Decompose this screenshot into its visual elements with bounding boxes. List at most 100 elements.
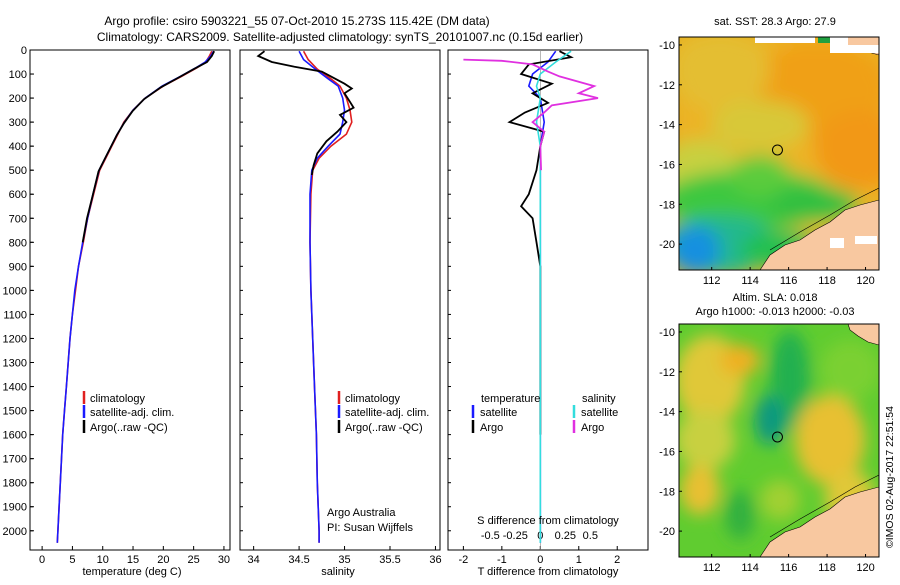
legend-label: satellite bbox=[480, 407, 517, 419]
x-tick-label: 1 bbox=[576, 554, 582, 566]
annotation-pi: PI: Susan Wijffels bbox=[327, 522, 413, 534]
x-tick-label: 30 bbox=[218, 554, 230, 566]
sla-map-title-line1: Altim. SLA: 0.018 bbox=[733, 292, 818, 304]
salinity-legend: climatology satellite-adj. clim. Argo(..… bbox=[327, 391, 429, 534]
depth-tick-label: 600 bbox=[9, 189, 27, 201]
series-line bbox=[56, 50, 215, 543]
legend-header-salinity: salinity bbox=[582, 393, 616, 405]
series-line bbox=[463, 58, 599, 171]
x-tick-label: 25 bbox=[188, 554, 200, 566]
legend-label: Argo bbox=[480, 422, 503, 434]
map-y-tick-label: -18 bbox=[659, 486, 675, 498]
map-x-tick-label: 112 bbox=[703, 562, 721, 574]
s-tick-label: -0.5 bbox=[481, 530, 500, 542]
legend-label: satellite bbox=[581, 407, 618, 419]
map-y-tick-label: -14 bbox=[659, 407, 675, 419]
difference-legend: temperature salinity satellite Argo sate… bbox=[471, 393, 618, 434]
depth-tick-label: 1700 bbox=[3, 454, 27, 466]
legend-label: satellite-adj. clim. bbox=[345, 407, 429, 419]
legend-label: satellite-adj. clim. bbox=[90, 407, 174, 419]
depth-tick-label: 1400 bbox=[3, 382, 27, 394]
temperature-x-axis: 0 5 10 15 20 25 30 bbox=[30, 49, 230, 566]
sla-map-axes: 112 114 116 118 120 -10 -12 -14 -16 -18 -20 bbox=[659, 327, 875, 574]
x-tick-label: 35.5 bbox=[379, 554, 400, 566]
depth-tick-label: 1300 bbox=[3, 358, 27, 370]
map-y-tick-label: -16 bbox=[659, 159, 675, 171]
x-tick-label: 0 bbox=[537, 554, 543, 566]
legend-label: climatology bbox=[345, 393, 401, 405]
map-y-tick-label: -10 bbox=[659, 327, 675, 339]
x-tick-label: 0 bbox=[39, 554, 45, 566]
title-line2: Climatology: CARS2009. Satellite-adjuste… bbox=[97, 30, 583, 44]
depth-tick-label: 800 bbox=[9, 237, 27, 249]
legend-header-temperature: temperature bbox=[481, 393, 540, 405]
temperature-x-label: temperature (deg C) bbox=[82, 566, 181, 578]
depth-tick-label: 1600 bbox=[3, 430, 27, 442]
difference-series bbox=[463, 50, 599, 543]
depth-tick-label: 1800 bbox=[3, 478, 27, 490]
series-line bbox=[535, 50, 572, 543]
x-tick-label: 35 bbox=[338, 554, 350, 566]
difference-panel-frame bbox=[447, 49, 649, 551]
x-tick-label: 20 bbox=[157, 554, 169, 566]
sst-map-axes: 112 114 116 118 120 -10 -12 -14 -16 -18 -20 bbox=[659, 40, 875, 287]
depth-tick-label: 500 bbox=[9, 165, 27, 177]
series-line bbox=[507, 50, 574, 435]
depth-axis: 0 100 200 300 400 500 600 700 800 900 1000 1100 1200… bbox=[3, 45, 34, 538]
map-x-tick-label: 120 bbox=[856, 275, 874, 287]
map-y-tick-label: -18 bbox=[659, 199, 675, 211]
s-difference-x-label: S difference from climatology bbox=[477, 515, 619, 527]
salinity-panel-frame bbox=[239, 49, 441, 551]
series-line bbox=[527, 50, 557, 543]
depth-tick-label: 300 bbox=[9, 117, 27, 129]
series-line bbox=[56, 50, 213, 543]
legend-label: climatology bbox=[90, 393, 146, 405]
x-tick-label: 5 bbox=[69, 554, 75, 566]
depth-tick-label: 100 bbox=[9, 69, 27, 81]
depth-tick-label: 1500 bbox=[3, 406, 27, 418]
depth-tick-label: 700 bbox=[9, 213, 27, 225]
annotation-argo-australia: Argo Australia bbox=[327, 507, 396, 519]
temperature-legend: climatology satellite-adj. clim. Argo(..… bbox=[82, 391, 174, 434]
depth-tick-label: 200 bbox=[9, 93, 27, 105]
depth-tick-label: 400 bbox=[9, 141, 27, 153]
depth-tick-label: 900 bbox=[9, 261, 27, 273]
sla-map-title-line2: Argo h1000: -0.013 h2000: -0.03 bbox=[695, 306, 854, 318]
series-line bbox=[81, 50, 216, 243]
series-line bbox=[298, 50, 346, 543]
s-tick-label: -0.25 bbox=[503, 530, 528, 542]
imos-watermark: ©IMOS 02-Aug-2017 22:51:54 bbox=[884, 406, 896, 548]
x-tick-label: 10 bbox=[97, 554, 109, 566]
sla-map-frame bbox=[678, 323, 880, 558]
salinity-x-axis: 34 34.5 35 35.5 36 bbox=[240, 49, 442, 566]
x-tick-label: 34.5 bbox=[288, 554, 309, 566]
x-tick-label: 2 bbox=[614, 554, 620, 566]
t-difference-x-label: T difference from climatology bbox=[478, 566, 619, 578]
argo-float-marker bbox=[771, 144, 783, 156]
depth-tick-label: 0 bbox=[21, 45, 27, 57]
title-line1: Argo profile: csiro 5903221_55 07-Oct-20… bbox=[104, 14, 489, 28]
temperature-series bbox=[56, 50, 216, 543]
map-y-tick-label: -12 bbox=[659, 80, 675, 92]
map-x-tick-label: 112 bbox=[703, 275, 721, 287]
map-x-tick-label: 114 bbox=[741, 562, 759, 574]
sla-map-field bbox=[679, 324, 879, 557]
temperature-panel-frame bbox=[29, 49, 231, 551]
series-line bbox=[256, 50, 355, 176]
s-tick-label: 0.5 bbox=[583, 530, 598, 542]
salinity-series bbox=[256, 50, 355, 543]
map-y-tick-label: -20 bbox=[659, 239, 675, 251]
map-x-tick-label: 120 bbox=[856, 562, 874, 574]
x-tick-label: 36 bbox=[429, 554, 441, 566]
map-y-tick-label: -16 bbox=[659, 446, 675, 458]
sst-map-title: sat. SST: 28.3 Argo: 27.9 bbox=[714, 16, 836, 28]
sst-map-frame bbox=[678, 36, 880, 271]
map-y-tick-label: -14 bbox=[659, 120, 675, 132]
map-x-tick-label: 118 bbox=[818, 275, 836, 287]
s-difference-x-axis: -0.5 -0.25 0 0.25 0.5 bbox=[481, 530, 598, 542]
t-difference-x-axis: -2 -1 0 1 2 bbox=[448, 49, 620, 566]
argo-float-marker bbox=[771, 431, 783, 443]
map-x-tick-label: 114 bbox=[741, 275, 759, 287]
x-tick-label: 34 bbox=[248, 554, 260, 566]
